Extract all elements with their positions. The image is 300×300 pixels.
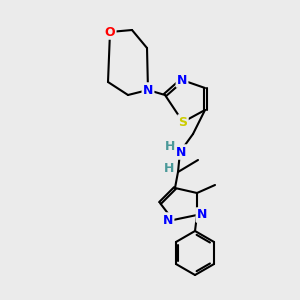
Text: N: N [163, 214, 173, 226]
Text: N: N [177, 74, 187, 86]
Text: O: O [105, 26, 115, 38]
Text: N: N [176, 146, 186, 158]
Text: N: N [143, 83, 153, 97]
Text: N: N [197, 208, 207, 221]
Text: H: H [164, 161, 174, 175]
Text: S: S [178, 116, 188, 128]
Text: H: H [165, 140, 175, 154]
